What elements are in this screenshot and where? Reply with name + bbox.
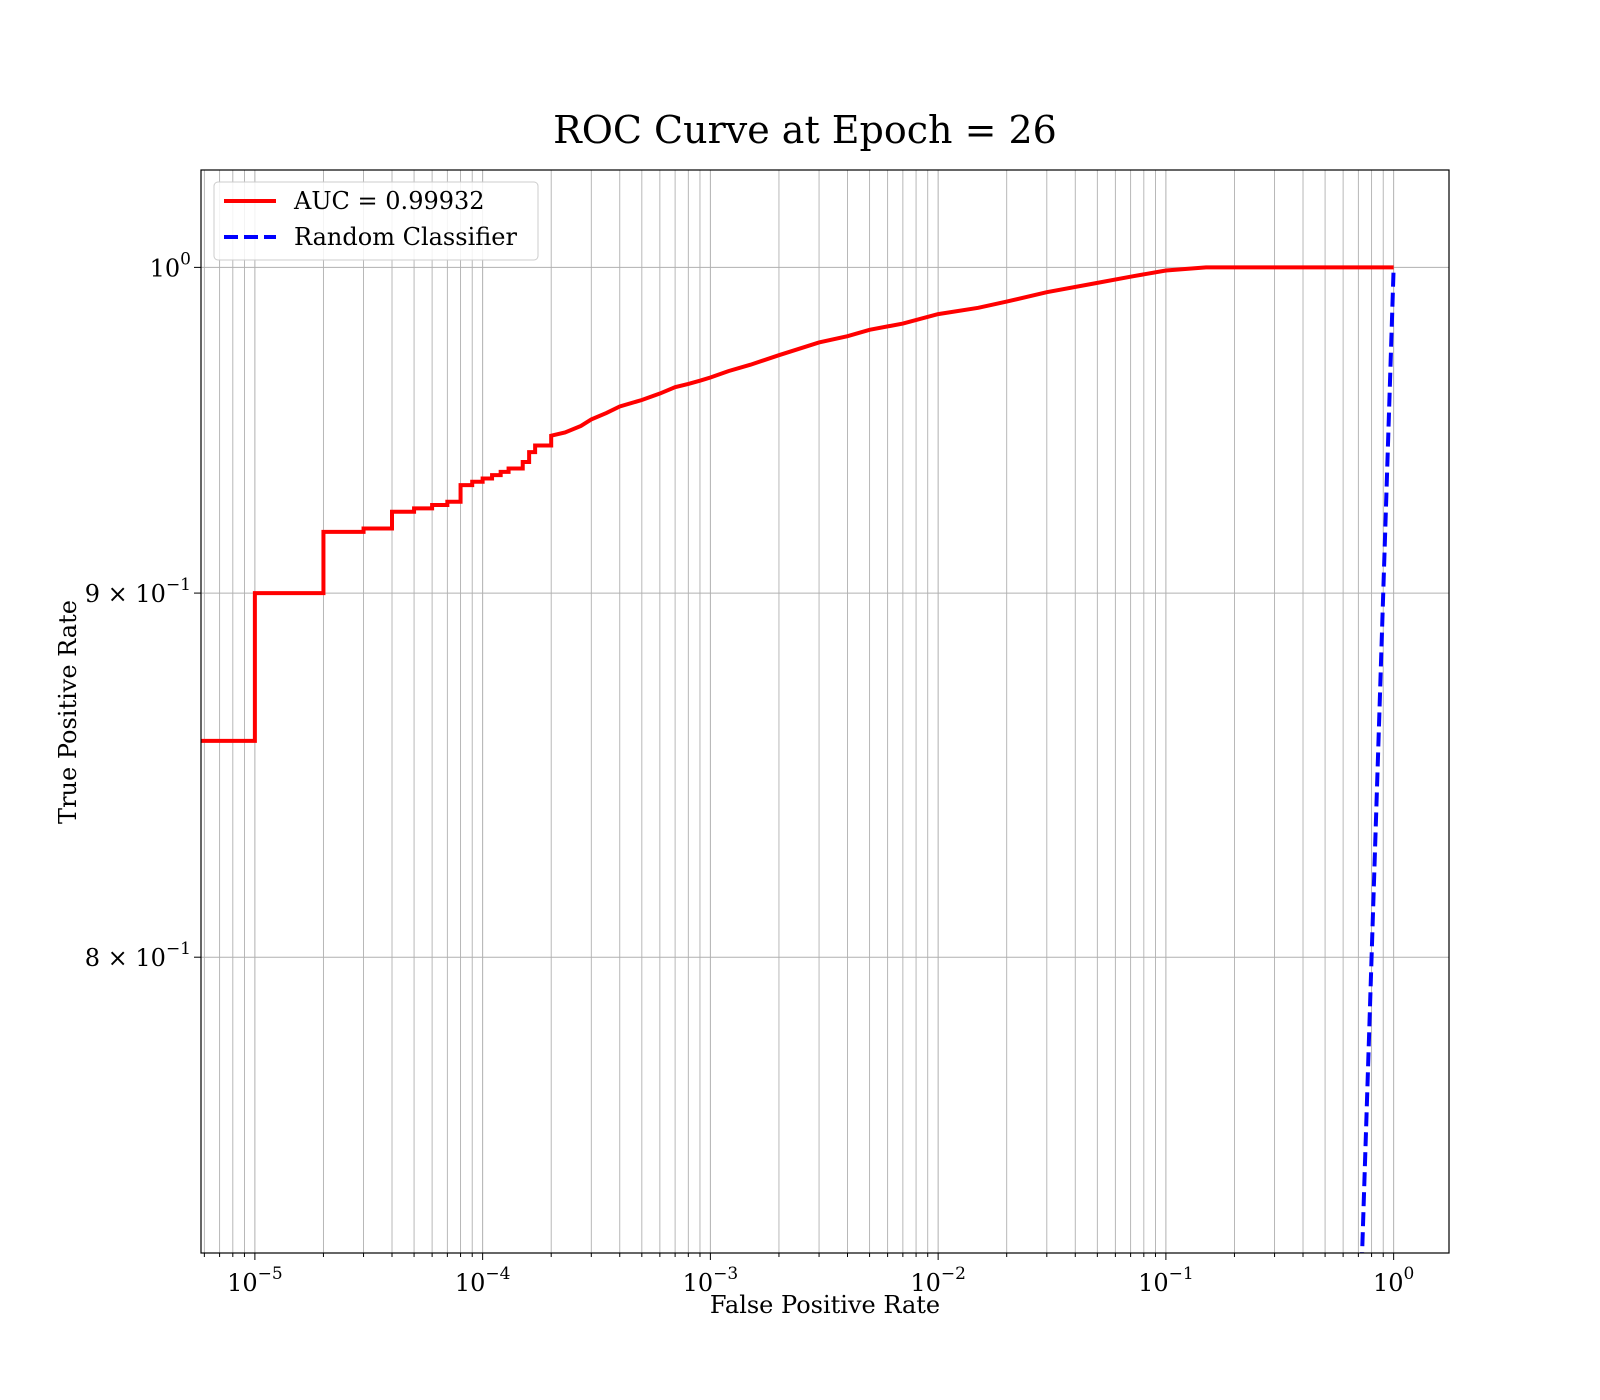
- x-axis-label: False Positive Rate: [710, 1291, 940, 1319]
- y-tick-label-0: 100: [150, 249, 191, 282]
- x-tick-label-1: 10−4: [455, 1264, 511, 1297]
- plot-background: [201, 170, 1449, 1253]
- legend-label-random: Random Classifier: [294, 223, 517, 251]
- x-tick-label-4: 10−1: [1138, 1264, 1194, 1297]
- x-tick-label-2: 10−3: [683, 1264, 739, 1297]
- x-tick-label-5: 100: [1373, 1264, 1414, 1297]
- series-layer: [201, 265, 1396, 1253]
- legend-label-auc: AUC = 0.99932: [293, 187, 485, 215]
- y-tick-label-1: 9 × 10−1: [85, 575, 191, 608]
- series-line-1: [1360, 267, 1396, 1253]
- x-tick-label-0: 10−5: [227, 1264, 283, 1297]
- grid-lines: [201, 170, 1449, 1253]
- y-tick-label-2: 8 × 10−1: [85, 939, 191, 972]
- series-line-0: [201, 265, 1394, 743]
- chart-title: ROC Curve at Epoch = 26: [553, 108, 1057, 152]
- y-axis-ticks: 100 9 × 10−1 8 × 10−1: [85, 249, 201, 972]
- legend: AUC = 0.99932 Random Classifier: [213, 181, 539, 261]
- x-tick-label-3: 10−2: [910, 1264, 966, 1297]
- legend-frame: [213, 181, 539, 261]
- y-axis-label: True Positive Rate: [54, 600, 82, 824]
- plot-frame: [200, 169, 1450, 1254]
- x-axis-ticks: 10−5 10−4 10−3 10−2 10−1 100: [203, 1253, 1414, 1297]
